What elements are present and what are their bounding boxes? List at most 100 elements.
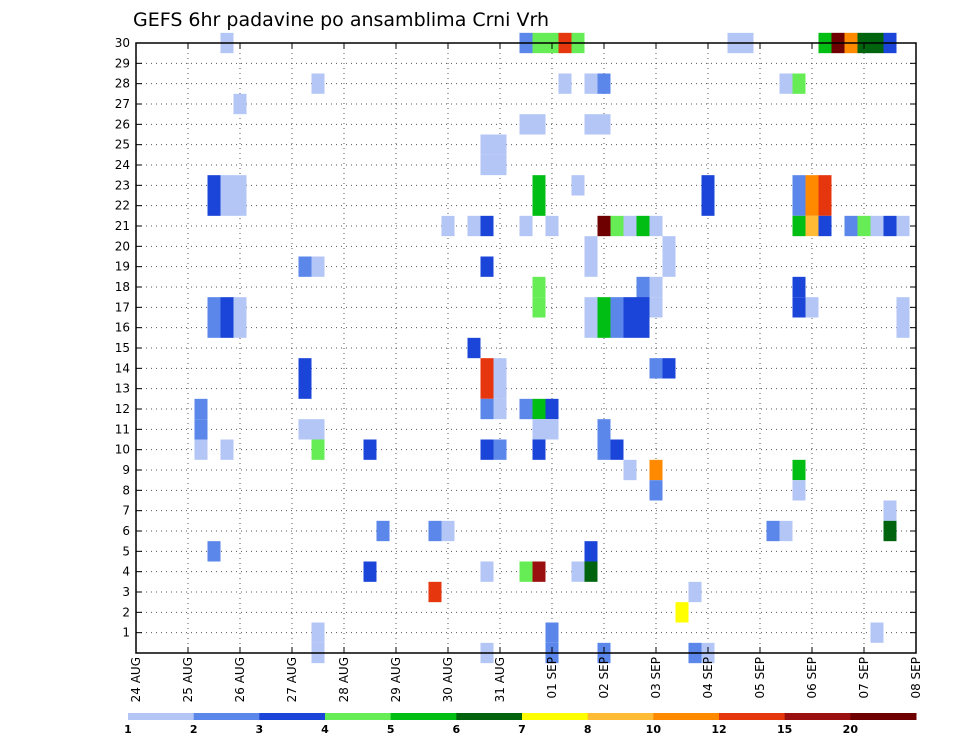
precip-cell <box>480 358 494 379</box>
precip-cell <box>792 215 806 237</box>
precip-cell <box>805 297 819 318</box>
precip-cell <box>363 439 377 460</box>
precip-cell <box>532 561 546 582</box>
y-tick-label: 9 <box>122 463 130 477</box>
precip-cell <box>493 378 507 399</box>
precip-cell <box>597 439 611 460</box>
precip-cell <box>818 215 832 237</box>
precip-cell <box>480 561 494 582</box>
precip-cell <box>662 358 676 379</box>
precip-cell <box>597 317 611 338</box>
precip-cell <box>636 297 650 318</box>
precip-cell <box>779 520 793 542</box>
precip-cell <box>220 317 234 338</box>
precip-cell <box>597 419 611 440</box>
chart-title: GEFS 6hr padavine po ansamblima Crni Vrh <box>133 9 549 31</box>
precip-cell <box>480 378 494 399</box>
precip-cell <box>610 439 624 460</box>
colorbar-label: 15 <box>777 723 792 736</box>
precip-cell <box>792 276 806 298</box>
y-tick-label: 6 <box>122 524 130 538</box>
precip-cell <box>207 175 221 196</box>
x-tick-label: 27 AUG <box>285 657 299 702</box>
precip-cell <box>428 520 442 542</box>
precip-cell <box>480 439 494 460</box>
precip-cell <box>571 561 585 582</box>
precip-cell <box>597 114 611 135</box>
y-tick-label: 29 <box>115 56 130 70</box>
precip-cell <box>532 398 546 420</box>
y-tick-label: 20 <box>115 239 130 253</box>
colorbar-swatch <box>128 713 195 720</box>
x-axis-ticks: 24 AUG 25 AUG 26 AUG 27 AUG 28 AUG 29 AUG 30 A… <box>129 43 923 702</box>
precip-cell <box>233 297 247 318</box>
precip-cell <box>896 297 910 318</box>
colorbar-swatch <box>587 713 654 720</box>
precip-cell <box>883 520 897 542</box>
precip-cell <box>233 93 247 115</box>
precip-cell <box>298 378 312 399</box>
precip-cell <box>649 480 663 501</box>
x-tick-label: 29 AUG <box>389 657 403 702</box>
precip-cell <box>532 195 546 216</box>
precip-cell <box>220 439 234 460</box>
y-tick-label: 3 <box>122 585 130 599</box>
colorbar-label: 4 <box>321 723 329 736</box>
precip-cell <box>857 215 871 237</box>
precip-cell <box>792 195 806 216</box>
precip-cell <box>675 602 689 623</box>
y-tick-label: 8 <box>122 483 130 497</box>
precip-cell <box>805 195 819 216</box>
precip-cell <box>610 317 624 338</box>
precip-cell <box>623 297 637 318</box>
precip-cell <box>636 215 650 237</box>
precip-cell <box>818 195 832 216</box>
colorbar-label: 12 <box>711 723 726 736</box>
precip-cell <box>519 398 533 420</box>
precip-cell <box>220 195 234 216</box>
precip-cell <box>233 175 247 196</box>
x-tick-label: 08 SEP <box>909 657 923 699</box>
colorbar-swatch <box>456 713 523 720</box>
colorbar-label: 1 <box>124 723 132 736</box>
precip-cell <box>519 215 533 237</box>
precip-cell <box>896 317 910 338</box>
precip-cell <box>584 114 598 135</box>
x-tick-label: 28 AUG <box>337 657 351 702</box>
precip-cell <box>584 561 598 582</box>
y-tick-label: 21 <box>115 219 130 233</box>
colorbar-label: 7 <box>518 723 526 736</box>
precip-cell <box>493 134 507 155</box>
precip-cell <box>623 317 637 338</box>
precip-cell <box>220 297 234 318</box>
precip-cell <box>883 215 897 237</box>
colorbar-swatch <box>719 713 786 720</box>
precip-cell <box>584 317 598 338</box>
precip-cell <box>532 175 546 196</box>
precip-cell <box>194 439 208 460</box>
y-tick-label: 13 <box>115 382 130 396</box>
precip-cell <box>584 236 598 257</box>
precip-cell <box>701 175 715 196</box>
precip-cell <box>480 215 494 237</box>
precip-cell <box>467 337 481 359</box>
colorbar-swatch <box>522 713 589 720</box>
x-tick-label: 02 SEP <box>597 657 611 699</box>
colorbar-swatch <box>259 713 326 720</box>
y-tick-label: 27 <box>115 97 130 111</box>
precip-cell <box>441 520 455 542</box>
precip-cell <box>480 154 494 176</box>
y-tick-label: 30 <box>115 36 130 50</box>
precip-cell <box>584 297 598 318</box>
precip-cell <box>545 398 559 420</box>
precip-cell <box>532 439 546 460</box>
colorbar-swatch <box>784 713 851 720</box>
precip-cell <box>363 561 377 582</box>
x-tick-label: 30 AUG <box>441 657 455 702</box>
precip-cell <box>311 419 325 440</box>
colorbar-swatch <box>193 713 260 720</box>
precip-cell <box>233 195 247 216</box>
y-tick-label: 4 <box>122 565 130 579</box>
precip-cell <box>636 317 650 338</box>
colorbar-label: 8 <box>584 723 592 736</box>
